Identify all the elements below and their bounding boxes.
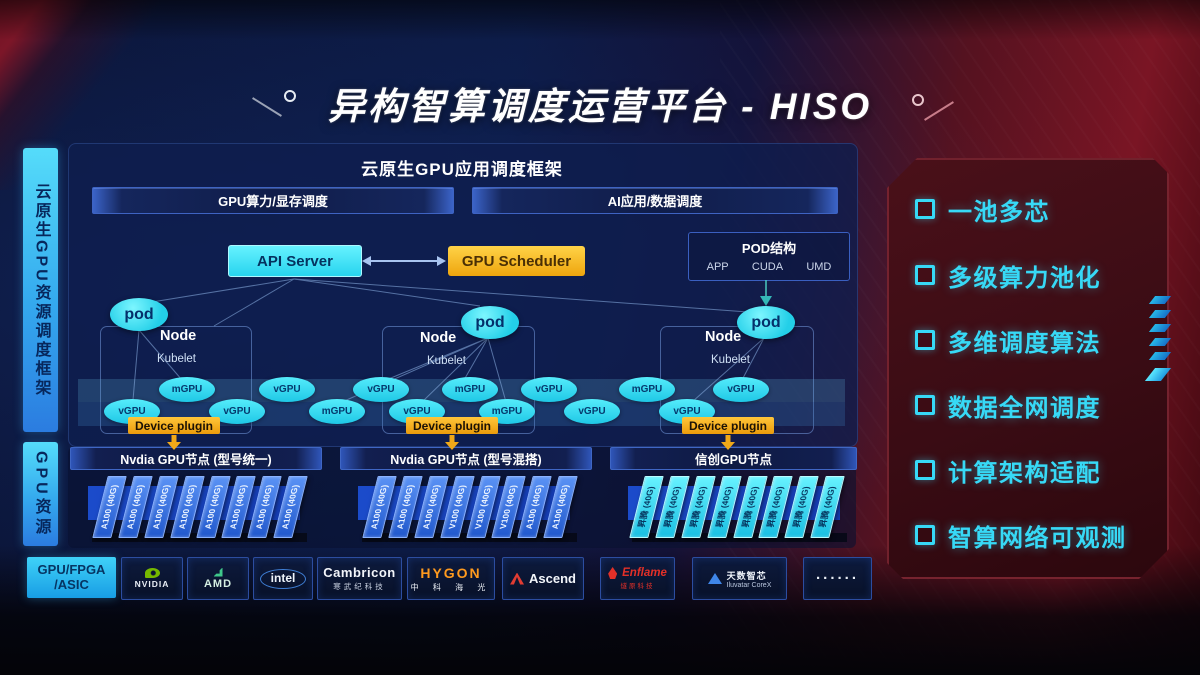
feature-item: 计算架构适配: [915, 453, 1101, 487]
device-plugin-box: Device plugin: [128, 417, 220, 434]
square-bullet-icon: [915, 395, 935, 415]
gpu-card-group-domestic: 昇腾 (40G) 昇腾 (40G) 昇腾 (40G) 昇腾 (40G) 昇腾 (…: [629, 476, 845, 540]
gpu-ellipse: mGPU: [159, 377, 215, 402]
square-bullet-icon: [915, 330, 935, 350]
pod-ellipse: pod: [110, 298, 168, 331]
square-bullet-icon: [915, 460, 935, 480]
gpu-ellipse: vGPU: [564, 399, 620, 424]
gpu-ellipse: mGPU: [309, 399, 365, 424]
vendor-cambricon: Cambricon 寒武纪科技: [317, 557, 402, 600]
feature-item: 一池多芯: [915, 192, 1050, 226]
amd-logo-icon: [213, 567, 223, 577]
vendor-category-label: GPU/FPGA/ASIC: [27, 557, 116, 598]
api-server-box: API Server: [228, 245, 362, 277]
vendor-nvidia: NVIDIA: [121, 557, 183, 600]
circuit-node-icon: [912, 94, 924, 106]
sidebar-label-framework: 云原生GPU资源调度框架: [23, 148, 58, 432]
feature-item: 多维调度算法: [915, 323, 1101, 357]
ascend-logo-icon: [510, 572, 525, 585]
vendor-ascend: Ascend: [502, 557, 584, 600]
gpu-group-header: Nvdia GPU节点 (型号统一): [70, 447, 322, 470]
kubelet-label: Kubelet: [427, 355, 467, 367]
gpu-ellipse: vGPU: [713, 377, 769, 402]
gpu-card-group-uniform: A100 (40G) A100 (40G) A100 (40G) A100 (4…: [92, 476, 308, 540]
device-plugin-box: Device plugin: [682, 417, 774, 434]
feature-item: 智算网络可观测: [915, 518, 1127, 552]
top-shade: [0, 0, 1200, 40]
gpu-ellipse: vGPU: [259, 377, 315, 402]
vendor-hygon: HYGON 中 科 海 光: [407, 557, 495, 600]
gpu-scheduler-box: GPU Scheduler: [448, 246, 585, 276]
enflame-logo-icon: [608, 567, 618, 579]
gpu-ellipse: mGPU: [479, 399, 535, 424]
gpu-ellipse: vGPU: [521, 377, 577, 402]
node-label: Node: [705, 329, 742, 345]
vendor-iluvatar: 天数智芯 Iluvatar CoreX: [692, 557, 787, 600]
pod-ellipse: pod: [461, 306, 519, 339]
framework-title: 云原生GPU应用调度框架: [361, 160, 563, 179]
vendor-intel: intel: [253, 557, 313, 600]
node-label: Node: [420, 330, 457, 346]
pod-structure-box: POD结构 APP CUDA UMD: [688, 232, 850, 281]
pod-structure-item: APP: [706, 261, 729, 273]
lane-gpu-compute-scheduling: GPU算力/显存调度: [92, 187, 454, 214]
square-bullet-icon: [915, 525, 935, 545]
vendor-enflame: Enflame 燧原科技: [600, 557, 675, 600]
feature-item: 数据全网调度: [915, 388, 1101, 422]
square-bullet-icon: [915, 265, 935, 285]
sidebar-label-gpu-resources: GPU资源: [23, 442, 58, 546]
kubelet-label: Kubelet: [157, 353, 197, 365]
gpu-ellipse: vGPU: [353, 377, 409, 402]
pod-structure-item: UMD: [806, 261, 832, 273]
gpu-ellipse: mGPU: [442, 377, 498, 402]
node-label: Node: [160, 328, 197, 344]
feature-item: 多级算力池化: [915, 258, 1101, 292]
nvidia-logo-icon: [144, 568, 160, 578]
vendor-amd: AMD: [187, 557, 249, 600]
pod-structure-title: POD结构: [741, 241, 797, 256]
pod-structure-item: CUDA: [751, 261, 784, 273]
page-title: 异构智算调度运营平台 - HISO: [327, 86, 873, 127]
gpu-group-header: 信创GPU节点: [610, 447, 857, 470]
circuit-node-icon: [284, 90, 296, 102]
kubelet-label: Kubelet: [711, 354, 751, 366]
iluvatar-logo-icon: [707, 573, 722, 584]
features-panel: [887, 158, 1169, 579]
square-bullet-icon: [915, 199, 935, 219]
pod-ellipse: pod: [737, 306, 795, 339]
gpu-ellipse: mGPU: [619, 377, 675, 402]
vendor-more: ......: [803, 557, 872, 600]
intel-logo-icon: intel: [259, 568, 307, 589]
device-plugin-box: Device plugin: [406, 417, 498, 434]
lane-ai-app-data-scheduling: AI应用/数据调度: [472, 187, 838, 214]
gpu-card-group-mixed: A100 (40G) A100 (40G) A100 (40G) V100 (4…: [362, 476, 578, 540]
gpu-group-header: Nvdia GPU节点 (型号混搭): [340, 447, 592, 470]
